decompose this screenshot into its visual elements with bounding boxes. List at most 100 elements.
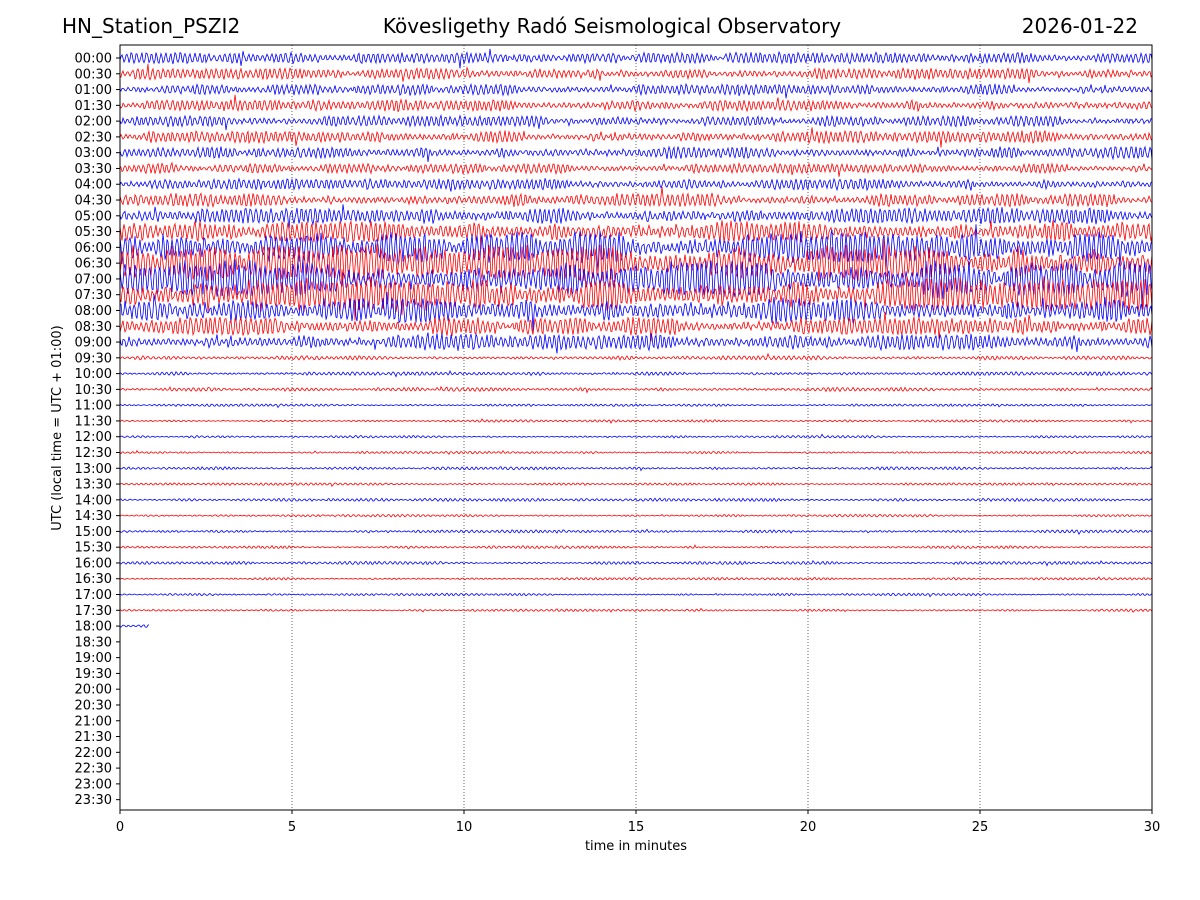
x-tick-label: 30 bbox=[1144, 820, 1161, 835]
trace-1600 bbox=[120, 559, 1152, 567]
chart-title: Kövesligethy Radó Seismological Observat… bbox=[382, 14, 842, 38]
x-tick-label: 15 bbox=[628, 820, 645, 835]
x-tick-label: 10 bbox=[456, 820, 473, 835]
trace-1230 bbox=[120, 449, 1152, 456]
trace-0430 bbox=[120, 186, 1152, 209]
y-tick-label: 09:30 bbox=[75, 351, 112, 366]
y-tick-label: 00:30 bbox=[75, 67, 112, 82]
y-tick-label: 15:30 bbox=[75, 541, 112, 556]
trace-0530 bbox=[120, 220, 1152, 250]
trace-0700 bbox=[120, 259, 1152, 309]
y-tick-label: 12:30 bbox=[75, 446, 112, 461]
y-tick-label: 03:30 bbox=[75, 162, 112, 177]
trace-0300 bbox=[120, 145, 1152, 163]
trace-1430 bbox=[120, 513, 1152, 518]
x-tick-label: 5 bbox=[288, 820, 296, 835]
y-tick-label: 13:30 bbox=[75, 478, 112, 493]
trace-1000 bbox=[120, 369, 1152, 378]
trace-0230 bbox=[120, 127, 1152, 148]
trace-0500 bbox=[120, 204, 1152, 230]
trace-1130 bbox=[120, 418, 1152, 424]
y-tick-label: 05:30 bbox=[75, 225, 112, 240]
y-tick-label: 01:00 bbox=[75, 83, 112, 98]
y-tick-label: 20:00 bbox=[75, 683, 112, 698]
y-tick-label: 06:00 bbox=[75, 241, 112, 256]
y-tick-label: 21:00 bbox=[75, 714, 112, 729]
trace-1330 bbox=[120, 482, 1152, 488]
y-tick-label: 23:00 bbox=[75, 777, 112, 792]
trace-1100 bbox=[120, 403, 1152, 409]
grid-lines bbox=[291, 45, 981, 810]
trace-0130 bbox=[120, 94, 1152, 113]
y-tick-label: 02:30 bbox=[75, 130, 112, 145]
y-tick-label: 17:30 bbox=[75, 604, 112, 619]
y-tick-label: 21:30 bbox=[75, 730, 112, 745]
y-axis-label: UTC (local time = UTC + 01:00) bbox=[50, 325, 65, 530]
trace-0100 bbox=[120, 82, 1152, 99]
y-tick-label: 22:30 bbox=[75, 762, 112, 777]
x-axis-label: time in minutes bbox=[585, 839, 687, 854]
trace-1800 bbox=[120, 624, 150, 628]
seismic-traces bbox=[120, 48, 1152, 628]
y-tick-label: 10:00 bbox=[75, 367, 112, 382]
y-tick-label: 09:00 bbox=[75, 336, 112, 351]
trace-0830 bbox=[120, 312, 1152, 342]
trace-0930 bbox=[120, 352, 1152, 362]
y-tick-label: 18:30 bbox=[75, 635, 112, 650]
y-tick-label: 11:30 bbox=[75, 414, 112, 429]
y-tick-label: 18:00 bbox=[75, 620, 112, 635]
x-tick-label: 0 bbox=[116, 820, 124, 835]
y-tick-label: 13:00 bbox=[75, 462, 112, 477]
trace-0900 bbox=[120, 332, 1152, 354]
trace-1300 bbox=[120, 466, 1152, 472]
trace-1700 bbox=[120, 592, 1152, 598]
y-tick-label: 19:30 bbox=[75, 667, 112, 682]
y-tick-label: 11:00 bbox=[75, 399, 112, 414]
y-tick-label: 16:00 bbox=[75, 556, 112, 571]
trace-1530 bbox=[120, 544, 1152, 550]
y-tick-label: 14:30 bbox=[75, 509, 112, 524]
y-tick-label: 10:30 bbox=[75, 383, 112, 398]
y-tick-label: 19:00 bbox=[75, 651, 112, 666]
y-tick-label: 14:00 bbox=[75, 493, 112, 508]
y-tick-label: 05:00 bbox=[75, 209, 112, 224]
trace-1200 bbox=[120, 433, 1152, 439]
y-tick-label: 04:00 bbox=[75, 178, 112, 193]
y-axis: 00:0000:3001:0001:3002:0002:3003:0003:30… bbox=[75, 52, 120, 808]
y-tick-label: 17:00 bbox=[75, 588, 112, 603]
y-tick-label: 22:00 bbox=[75, 746, 112, 761]
trace-0330 bbox=[120, 161, 1152, 177]
y-tick-label: 07:00 bbox=[75, 272, 112, 287]
y-tick-label: 07:30 bbox=[75, 288, 112, 303]
y-tick-label: 15:00 bbox=[75, 525, 112, 540]
x-tick-label: 25 bbox=[972, 820, 989, 835]
trace-0200 bbox=[120, 113, 1152, 131]
trace-1400 bbox=[120, 497, 1152, 503]
trace-1730 bbox=[120, 607, 1152, 613]
y-tick-label: 08:30 bbox=[75, 320, 112, 335]
trace-0600 bbox=[120, 224, 1152, 272]
y-tick-label: 06:30 bbox=[75, 257, 112, 272]
trace-0800 bbox=[120, 292, 1152, 332]
trace-1030 bbox=[120, 385, 1152, 394]
y-tick-label: 01:30 bbox=[75, 99, 112, 114]
y-tick-label: 04:30 bbox=[75, 194, 112, 209]
trace-1500 bbox=[120, 528, 1152, 536]
station-name: HN_Station_PSZI2 bbox=[62, 14, 241, 38]
y-tick-label: 08:00 bbox=[75, 304, 112, 319]
trace-1630 bbox=[120, 576, 1152, 581]
y-tick-label: 02:00 bbox=[75, 115, 112, 130]
trace-0630 bbox=[120, 239, 1152, 283]
y-tick-label: 20:30 bbox=[75, 698, 112, 713]
trace-0000 bbox=[120, 48, 1152, 69]
trace-0400 bbox=[120, 177, 1152, 192]
y-tick-label: 00:00 bbox=[75, 52, 112, 67]
trace-0030 bbox=[120, 63, 1152, 84]
y-tick-label: 12:00 bbox=[75, 430, 112, 445]
x-axis: 0 5 10 15 20 25 30 bbox=[116, 810, 1160, 835]
x-tick-label: 20 bbox=[800, 820, 817, 835]
chart-date: 2026-01-22 bbox=[1021, 14, 1138, 38]
y-tick-label: 03:00 bbox=[75, 146, 112, 161]
y-tick-label: 23:30 bbox=[75, 793, 112, 808]
